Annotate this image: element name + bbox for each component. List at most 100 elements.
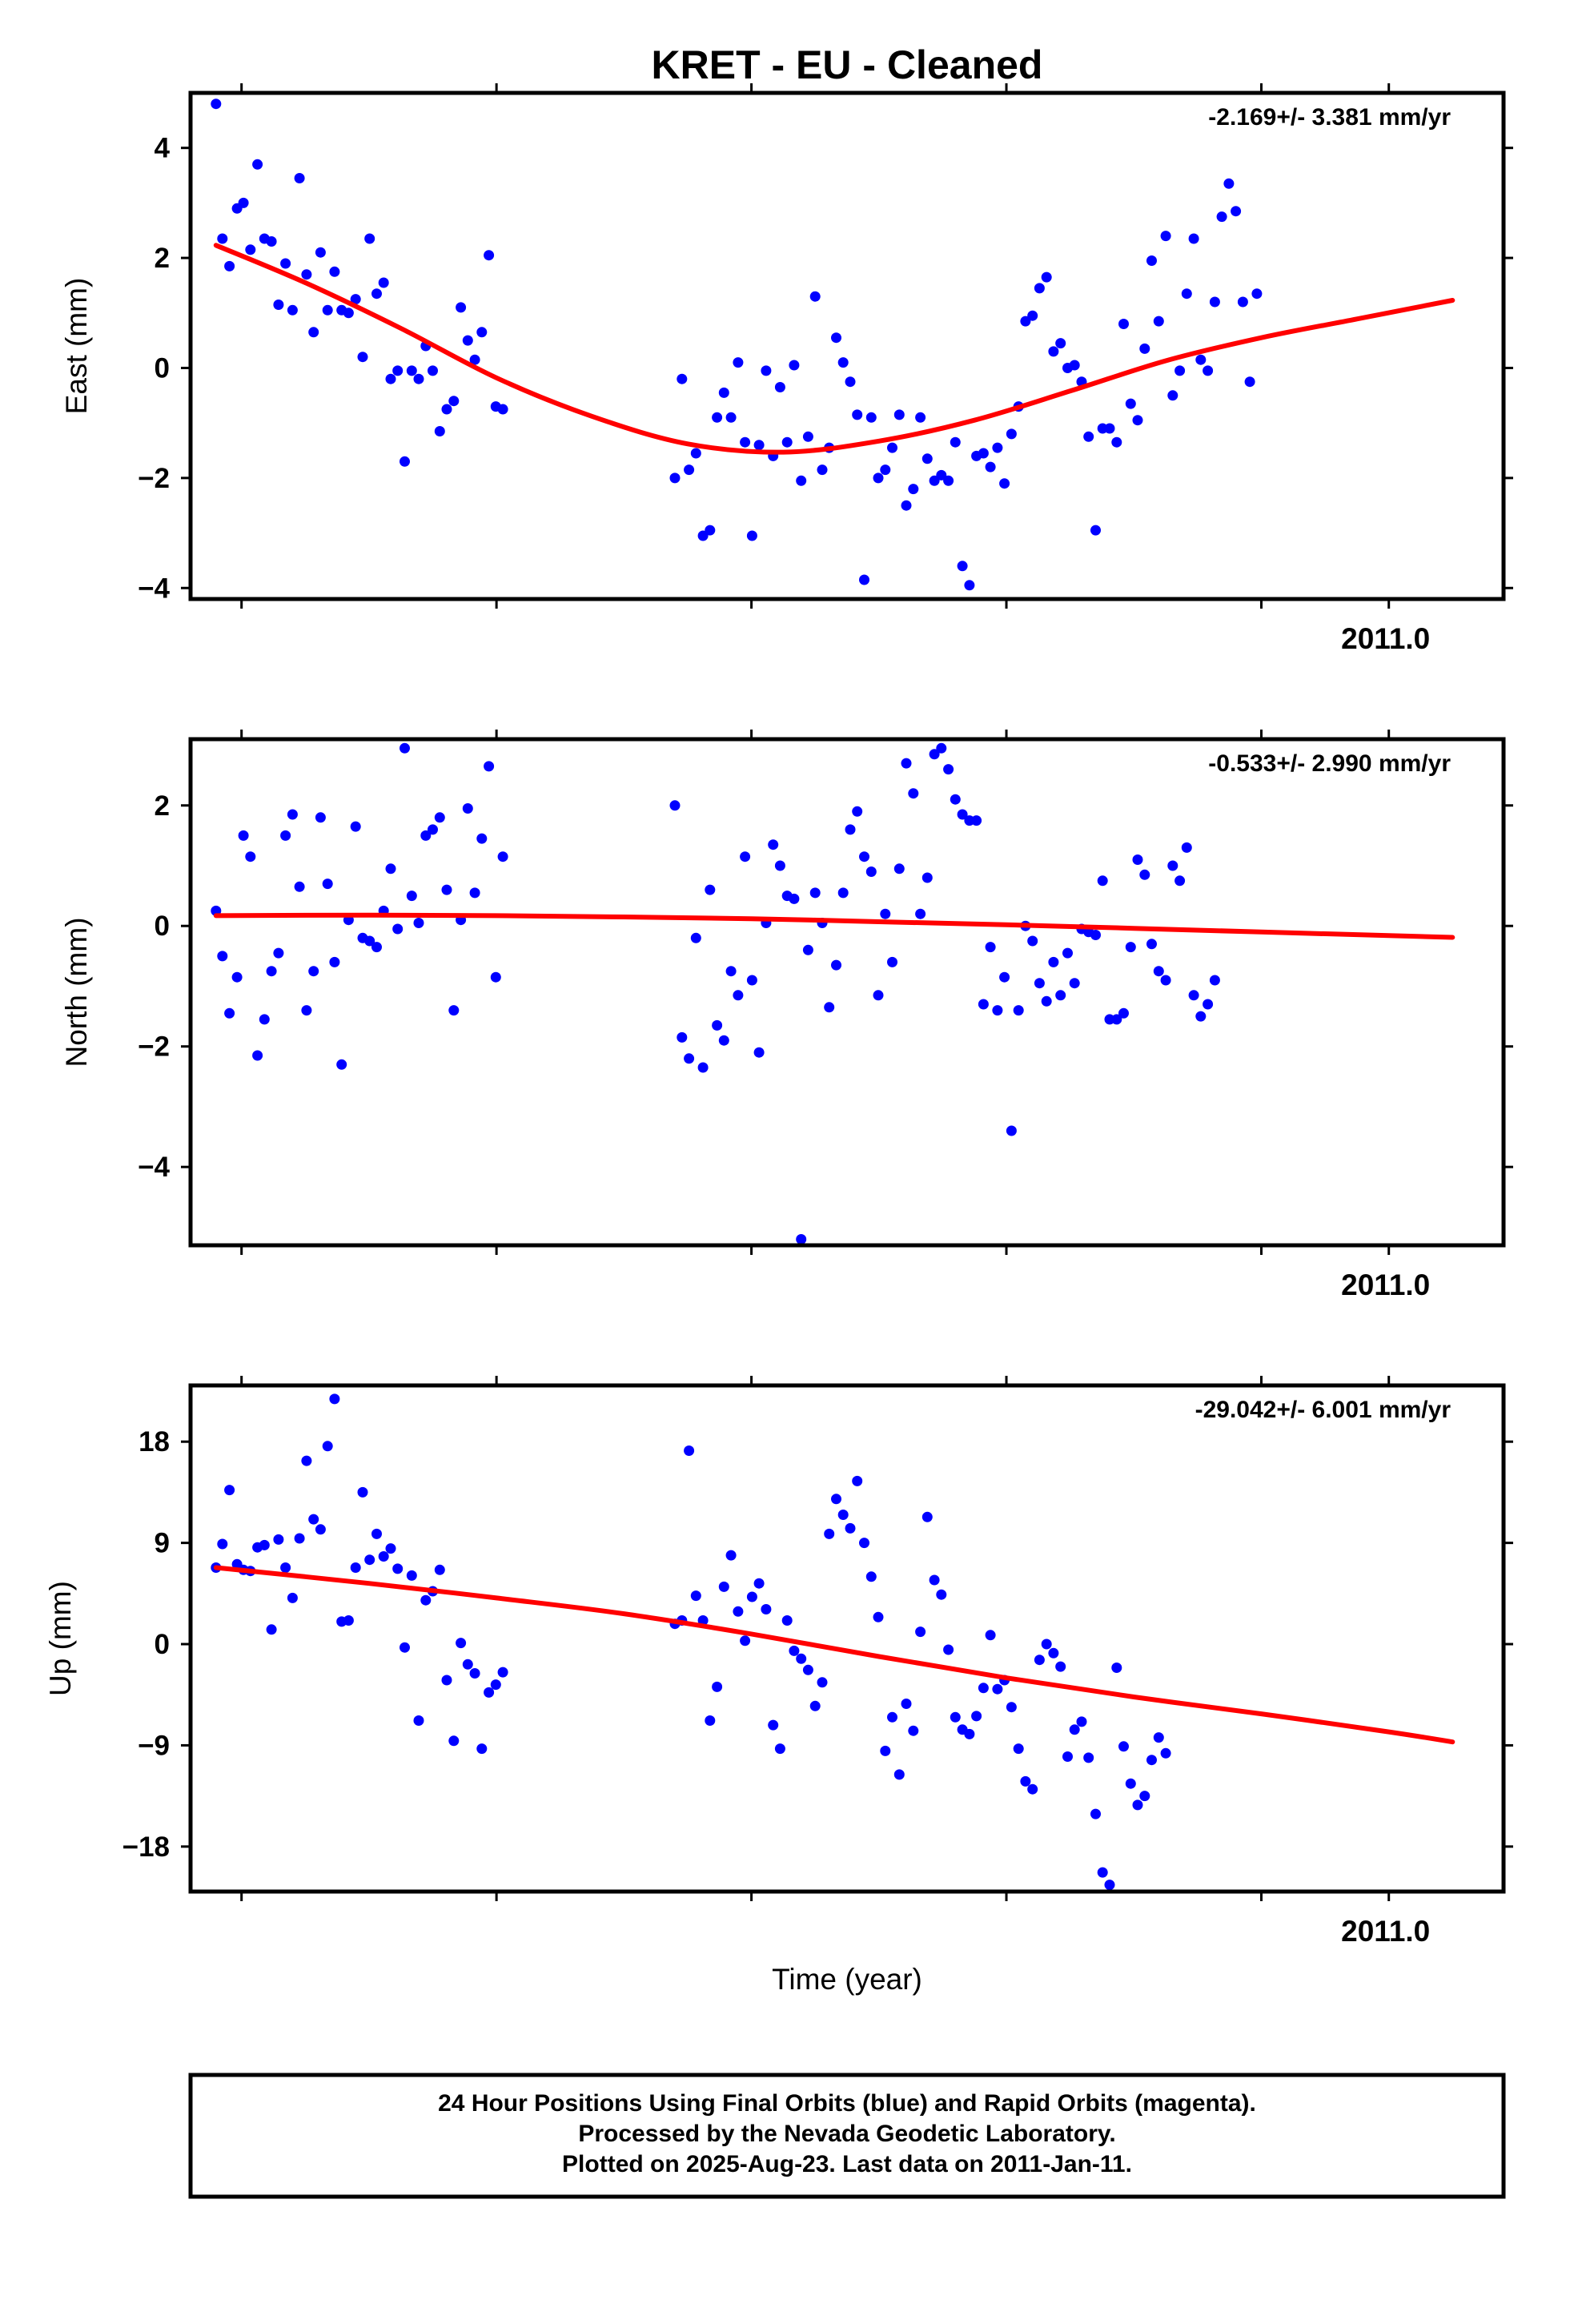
data-point [809, 887, 821, 899]
data-point [1132, 415, 1143, 426]
data-point [1251, 288, 1263, 300]
data-point [301, 1005, 312, 1016]
data-point [1055, 1661, 1066, 1672]
data-point [287, 304, 298, 316]
data-point [476, 327, 488, 338]
data-point [1146, 255, 1157, 266]
data-point [1160, 231, 1171, 242]
data-point [1125, 1778, 1136, 1789]
plot-frame [188, 737, 1506, 1248]
data-point [456, 1638, 467, 1649]
data-point [901, 500, 912, 511]
data-point [887, 1711, 897, 1723]
data-point [1167, 390, 1178, 401]
data-point [950, 1711, 961, 1723]
data-point [950, 794, 961, 805]
data-point [462, 335, 473, 346]
data-point [441, 404, 452, 415]
data-point [1125, 942, 1136, 953]
data-point [490, 971, 501, 983]
data-point [1160, 1747, 1171, 1759]
data-point [936, 469, 947, 480]
data-point [266, 236, 277, 247]
data-point [322, 304, 333, 316]
data-point [1104, 423, 1115, 434]
data-point [420, 1594, 432, 1606]
data-point [238, 830, 249, 841]
data-point [329, 266, 340, 277]
data-point [1076, 1716, 1087, 1727]
rate-label: -0.533+/- 2.990 mm/yr [1208, 750, 1451, 777]
data-point [1203, 365, 1214, 376]
y-tick-label: −2 [138, 463, 170, 494]
data-point [1097, 875, 1108, 887]
data-point [908, 788, 919, 799]
data-point [697, 530, 709, 541]
data-point [880, 464, 891, 476]
data-point [1153, 316, 1164, 327]
data-point [712, 1681, 723, 1692]
rate-label: -2.169+/- 3.381 mm/yr [1208, 104, 1451, 131]
data-point [273, 300, 284, 310]
data-point [385, 373, 396, 384]
data-point [1181, 842, 1192, 853]
data-point [1006, 1125, 1017, 1136]
x-axis-label: Time (year) [772, 1963, 922, 1996]
data-point [761, 365, 772, 376]
footer-line-1: 24 Hour Positions Using Final Orbits (bl… [438, 2090, 1256, 2117]
data-point [224, 1007, 235, 1019]
data-point [831, 332, 841, 344]
data-point [259, 1539, 270, 1550]
data-point [462, 1659, 473, 1670]
y-axis-label: Up (mm) [44, 1581, 77, 1696]
data-point [677, 373, 688, 384]
data-point [1195, 1011, 1207, 1022]
data-point [824, 1002, 835, 1013]
x-tick-label: 2011.0 [1341, 1269, 1430, 1301]
data-point [252, 159, 263, 170]
data-point [350, 1562, 361, 1573]
plot-frame [188, 90, 1506, 601]
data-point [315, 247, 326, 258]
data-point [364, 233, 375, 244]
data-point [1223, 178, 1235, 189]
data-point [308, 327, 319, 338]
data-point [718, 1035, 729, 1046]
data-point [1083, 1752, 1094, 1763]
data-point [1132, 854, 1143, 865]
data-point [943, 1644, 954, 1655]
data-point [1048, 346, 1059, 357]
data-point [845, 824, 856, 835]
y-tick-label: 0 [155, 1629, 170, 1660]
data-point [1146, 1755, 1157, 1766]
data-point [1118, 1741, 1129, 1752]
data-point [865, 412, 877, 423]
data-point [865, 1571, 877, 1582]
data-point [1034, 283, 1045, 294]
data-point [705, 884, 716, 895]
data-point [406, 365, 417, 376]
data-point [469, 1668, 480, 1679]
data-point [789, 360, 800, 371]
data-point [915, 1626, 926, 1638]
data-point [266, 966, 277, 977]
data-point [1188, 990, 1199, 1001]
data-point [448, 1735, 460, 1747]
data-point [1006, 1702, 1017, 1713]
data-point [1048, 956, 1059, 967]
data-point [831, 959, 841, 971]
data-point [406, 1570, 417, 1581]
data-point [329, 1393, 340, 1405]
data-point [684, 464, 695, 476]
data-point [971, 815, 982, 826]
up-panel: 18 9 0 −9 −18 2011.0 Up (mm) -29.042+/- 6.001 m… [44, 1376, 1513, 1948]
data-point [287, 1592, 298, 1603]
data-point [943, 764, 954, 775]
data-point [357, 352, 368, 363]
data-point [774, 382, 785, 392]
data-point [350, 821, 361, 832]
data-point [484, 761, 495, 772]
data-point [1146, 939, 1157, 950]
data-point [1167, 860, 1178, 871]
data-point [921, 453, 933, 464]
